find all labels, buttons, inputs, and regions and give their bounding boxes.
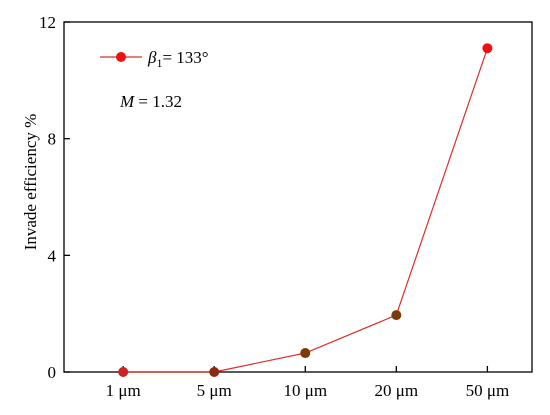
plot-frame (63, 21, 533, 373)
y-tick-label: 4 (48, 246, 57, 265)
data-point (482, 43, 493, 54)
y-tick-label: 0 (48, 363, 57, 382)
axes (63, 21, 533, 373)
annotation-symbol: M (119, 92, 135, 111)
x-tick-label: 1 μm (106, 381, 141, 400)
data-point (209, 367, 220, 377)
legend-label: β1= 133° (147, 48, 209, 70)
x-tick-label: 20 μm (375, 381, 419, 400)
y-tick-label: 12 (39, 13, 56, 32)
legend-value: = 133° (162, 48, 208, 67)
data-point (391, 310, 402, 321)
annotation-value: = 1.32 (134, 92, 182, 111)
legend-marker (116, 52, 126, 62)
x-tick-label: 5 μm (197, 381, 232, 400)
x-tick-label: 10 μm (283, 381, 327, 400)
legend-subscript: 1 (156, 56, 162, 70)
x-tick-label: 50 μm (466, 381, 510, 400)
data-point (118, 367, 129, 377)
series-group (118, 43, 493, 377)
y-axis-title: Invade efficiency % (21, 114, 40, 251)
annotation: M = 1.32 (119, 92, 182, 111)
y-tick-label: 8 (48, 130, 57, 149)
legend-symbol: β (147, 48, 157, 67)
legend: β1= 133° (100, 48, 209, 70)
data-point (300, 348, 311, 359)
ticks: 0 4 8 12 1 μm 5 μm 10 μm 20 μm 50 μm (39, 13, 509, 400)
